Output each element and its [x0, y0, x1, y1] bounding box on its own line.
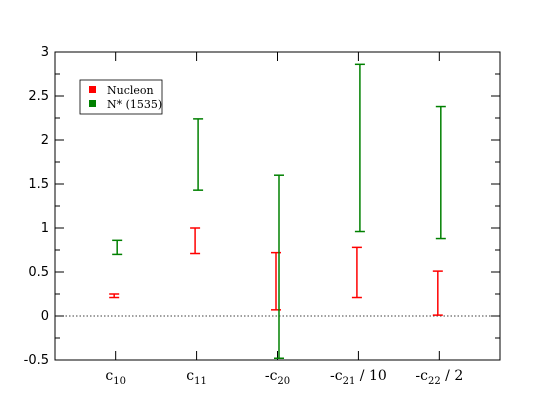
x-label-subscript: 11 [194, 376, 207, 387]
error-bar-nucleon [351, 246, 362, 299]
error-bar-nucleon [432, 270, 443, 316]
error-bar-nstar [274, 174, 284, 359]
error-bar-nstar [193, 118, 204, 191]
x-label-subscript: 21 [343, 376, 356, 387]
x-category-label: -c21 / 10 [330, 368, 387, 387]
error-bars [109, 63, 446, 359]
y-tick-label: 0.5 [28, 265, 49, 280]
y-tick-label: 0 [41, 309, 49, 324]
x-label-base: -c [415, 368, 428, 384]
y-tick-label: 2 [41, 133, 49, 148]
error-bar-nstar [112, 239, 123, 256]
y-tick-label: 3 [41, 45, 49, 60]
legend: Nucleon N* (1535) [79, 79, 163, 115]
x-label-base: -c [265, 368, 278, 384]
x-axis: c10 c11 -c20 -c21 / 10 -c22 / 2 [105, 52, 463, 387]
x-category-label: -c22 / 2 [415, 368, 463, 387]
y-tick-label: -0.5 [24, 353, 49, 368]
legend-label-nucleon: Nucleon [107, 84, 154, 97]
legend-box [79, 79, 163, 115]
x-label-subscript: 22 [428, 376, 441, 387]
y-tick-label: 1.5 [28, 177, 49, 192]
x-category-label: c10 [105, 368, 126, 387]
error-bar-nstar [435, 105, 446, 240]
x-label-base: -c [330, 368, 343, 384]
error-bar-nucleon [109, 293, 120, 299]
x-label-subscript: 20 [277, 376, 290, 387]
y-tick-label: 2.5 [28, 89, 49, 104]
y-tick-label: 1 [41, 221, 49, 236]
legend-label-nstar: N* (1535) [107, 98, 162, 111]
x-category-label: c11 [186, 368, 207, 387]
legend-swatch-nstar [89, 100, 96, 107]
x-label-subscript: 10 [113, 376, 126, 387]
error-bar-nucleon [190, 227, 201, 255]
error-bar-nstar [354, 63, 365, 233]
x-label-suffix: / 10 [355, 368, 386, 384]
x-label-base: c [105, 368, 113, 384]
x-label-suffix: / 2 [441, 368, 464, 384]
legend-swatch-nucleon [89, 86, 96, 93]
x-label-base: c [186, 368, 194, 384]
y-axis: -0.5 0 0.5 1 1.5 2 2.5 3 [24, 45, 500, 368]
x-category-label: -c20 [265, 368, 290, 387]
